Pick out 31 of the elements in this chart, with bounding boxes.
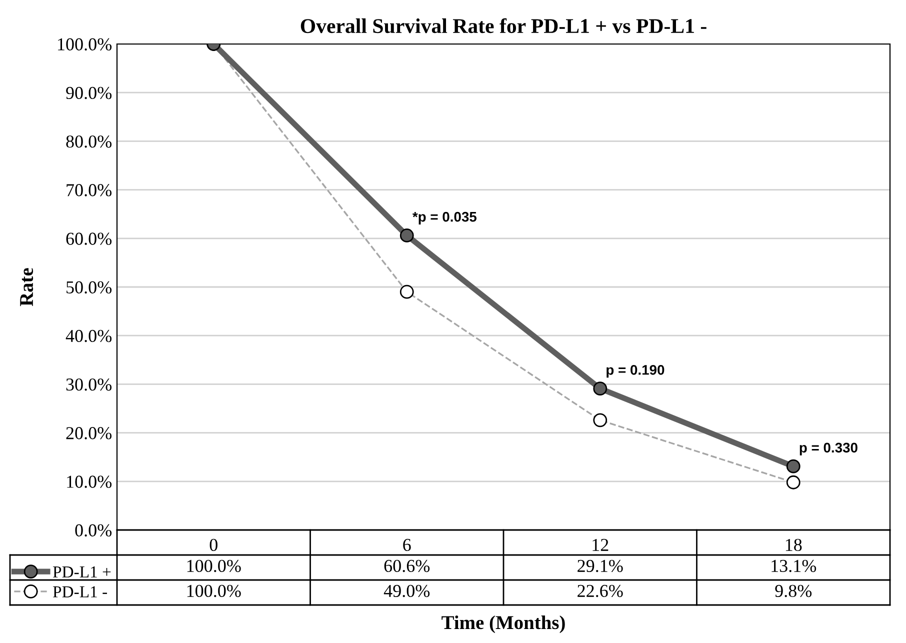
legend-label: PD-L1 - — [52, 586, 107, 598]
y-tick-label: 60.0% — [66, 232, 112, 245]
legend-label: PD-L1 + — [52, 566, 111, 578]
chart-title: Overall Survival Rate for PD-L1 + vs PD-L1 - — [300, 18, 706, 34]
data-label: 13.1% — [772, 560, 816, 572]
annotation: *p = 0.035 — [412, 212, 477, 224]
x-tick-label: 0 — [210, 538, 218, 552]
annotation: p = 0.190 — [606, 364, 664, 378]
y-tick-label: 90.0% — [66, 86, 112, 100]
y-tick-label: 40.0% — [66, 330, 112, 342]
y-tick-label: 70.0% — [66, 184, 112, 196]
y-tick-label: 50.0% — [66, 281, 112, 294]
data-label: 60.6% — [384, 560, 430, 572]
x-axis-title: Time (Months) — [442, 615, 565, 634]
y-tick-label: 0.0% — [75, 524, 112, 537]
data-label: 9.8% — [775, 584, 812, 598]
x-tick-label: 6 — [403, 538, 411, 552]
y-tick-label: 10.0% — [67, 476, 112, 488]
data-label: 49.0% — [384, 584, 430, 598]
data-label: 29.1% — [578, 560, 623, 572]
y-tick-label: 20.0% — [66, 427, 112, 440]
data-label: 100.0% — [187, 584, 241, 598]
data-label: 100.0% — [187, 560, 241, 572]
data-label: 22.6% — [578, 584, 623, 598]
annotation: p = 0.330 — [800, 442, 858, 456]
y-tick-label: 80.0% — [66, 135, 112, 148]
y-tick-label: 30.0% — [66, 378, 112, 391]
y-tick-label: 100.0% — [58, 38, 112, 51]
x-tick-label: 18 — [786, 538, 802, 552]
y-axis-title: Rate — [20, 268, 34, 306]
x-tick-label: 12 — [592, 538, 608, 551]
